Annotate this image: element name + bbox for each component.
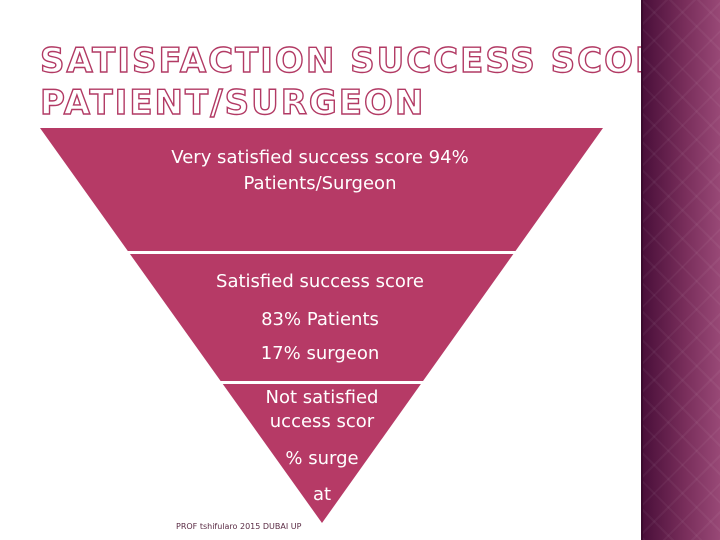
sidebar-pattern — [643, 0, 720, 540]
pyramid-band-top — [40, 128, 603, 251]
band-1-line-1: Very satisfied success score 94% — [171, 147, 469, 168]
band-3-line-3: % surge — [285, 448, 359, 469]
band-3-line-1: Not satisfied — [265, 387, 379, 408]
title-line-1: SATISFACTION SUCCESS SCORE — [39, 40, 689, 81]
band-2-line-1: Satisfied success score — [216, 271, 424, 292]
band-3-line-4: at — [312, 484, 332, 505]
band-2-line-2: 83% Patients — [261, 309, 379, 330]
band-2-line-3: 17% surgeon — [260, 343, 380, 364]
title-line-2: PATIENT/SURGEON — [39, 82, 426, 123]
band-1-line-2: Patients/Surgeon — [243, 173, 397, 194]
inverted-pyramid — [40, 128, 603, 523]
band-3-line-2: uccess scor — [269, 411, 375, 432]
slide-title: SATISFACTION SUCCESS SCORE PATIENT/SURGE… — [39, 40, 689, 124]
footer-credit: PROF tshifularo 2015 DUBAI UP — [176, 522, 302, 531]
decorative-sidebar — [641, 0, 720, 540]
